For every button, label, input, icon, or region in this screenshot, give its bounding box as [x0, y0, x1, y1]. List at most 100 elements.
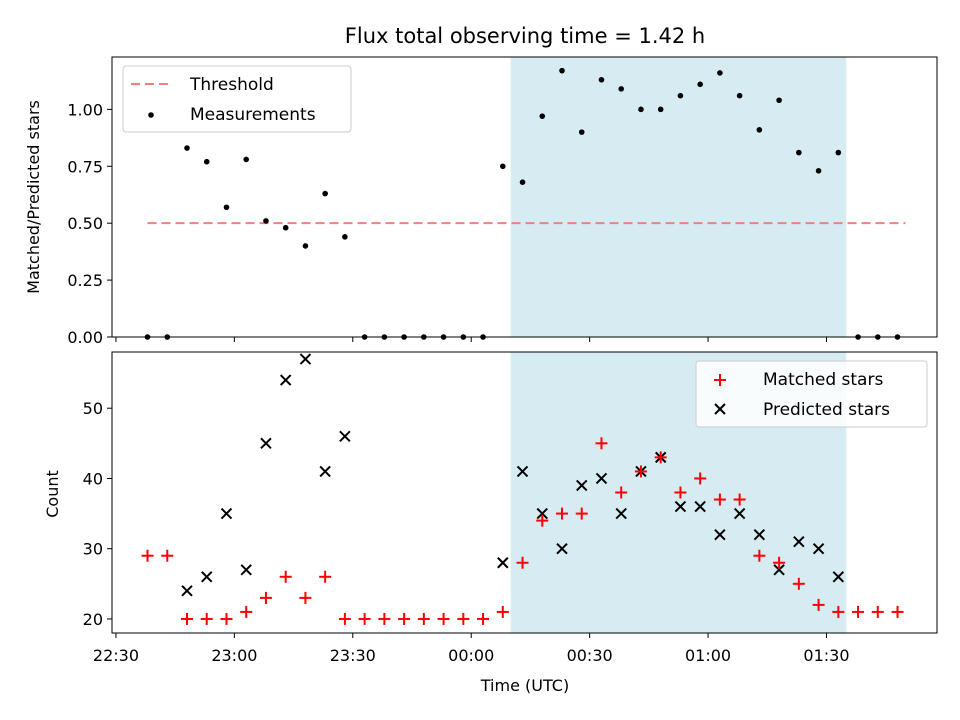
matched-star-point	[634, 465, 647, 478]
matched-star-point	[595, 437, 608, 450]
measurements-legend-marker	[148, 112, 154, 118]
measurement-point	[736, 92, 743, 99]
matched-star-point	[319, 570, 332, 583]
x-tick-label: 22:30	[93, 646, 139, 665]
measurement-point	[657, 106, 664, 113]
x-tick-label: 00:00	[448, 646, 494, 665]
measurement-point	[578, 129, 585, 135]
matched-star-point	[299, 591, 312, 604]
ratio-x-ticks	[115, 337, 827, 342]
measurement-point	[263, 218, 269, 224]
measurement-point	[776, 97, 782, 104]
ratio-panel: 0.00 0.25 0.50 0.75 1.00 Matched/Predicted s…	[24, 56, 938, 347]
matched-star-point	[259, 591, 272, 604]
count-y-tick-label: 50	[83, 399, 103, 418]
x-tick-label: 23:30	[330, 646, 376, 665]
predicted-star-point	[615, 507, 627, 520]
matched-star-point	[615, 486, 628, 499]
measurement-point	[618, 86, 625, 92]
matched-star-point	[457, 612, 470, 625]
ratio-y-tick-label: 0.25	[67, 271, 103, 290]
predicted-star-point	[536, 507, 548, 520]
matched-star-point	[871, 605, 884, 618]
matched-star-point	[200, 612, 213, 625]
predicted-star-point	[812, 542, 825, 555]
measurement-point	[717, 70, 723, 76]
predicted-legend-marker	[714, 403, 726, 415]
measurement-point	[756, 127, 763, 133]
count-y-tick-label: 30	[83, 540, 103, 559]
ratio-y-tick-label: 0.50	[67, 214, 103, 233]
matched-star-point	[417, 612, 430, 625]
x-tick-label: 01:30	[803, 646, 849, 665]
measurement-point	[302, 243, 309, 249]
ratio-axes-frame	[111, 56, 938, 338]
matched-star-point	[378, 612, 391, 625]
measurement-point	[796, 149, 802, 156]
measurement-point	[322, 190, 328, 197]
predicted-star-point	[714, 528, 726, 541]
measurement-point	[499, 163, 506, 170]
x-tick-label: 00:30	[567, 646, 613, 665]
count-legend: Matched stars Predicted stars	[695, 360, 928, 428]
matched-star-point	[437, 612, 450, 625]
count-x-ticks: 22:30 23:00 23:30 00:00 00:30 01:00 01:30	[93, 633, 850, 665]
ratio-y-tick-label: 0.00	[67, 328, 103, 347]
measurement-point	[815, 168, 822, 174]
predicted-star-point	[595, 472, 608, 485]
matched-star-point	[398, 612, 411, 625]
measurement-point	[559, 67, 565, 74]
matched-star-point	[556, 507, 568, 520]
ratio-legend: Threshold Measurements	[122, 65, 352, 133]
matched-star-point	[141, 549, 154, 562]
x-tick-label: 01:00	[685, 646, 731, 665]
measurement-points	[144, 67, 901, 340]
measurement-point	[282, 224, 289, 231]
measurement-point	[835, 149, 842, 156]
ratio-y-tick-label: 1.00	[67, 100, 103, 119]
observing-window-shade	[510, 57, 847, 337]
matched-star-point	[654, 451, 667, 464]
measurement-point	[342, 234, 348, 240]
matched-star-point	[516, 556, 529, 569]
matched-legend-label: Matched stars	[763, 370, 883, 390]
predicted-star-point	[733, 507, 746, 520]
matched-star-point	[496, 605, 509, 618]
count-legend-box	[695, 360, 928, 428]
predicted-star-point	[319, 465, 331, 478]
matched-star-point	[279, 570, 292, 583]
predicted-star-point	[279, 374, 292, 386]
predicted-star-point	[497, 557, 509, 569]
predicted-star-point	[516, 465, 529, 478]
measurement-point	[697, 81, 703, 88]
threshold-legend-label: Threshold	[189, 75, 274, 95]
matched-star-point	[181, 612, 193, 625]
matched-star-point	[713, 493, 726, 506]
measurements-legend-label: Measurements	[190, 105, 316, 125]
matched-star-point	[674, 486, 687, 499]
predicted-star-point	[181, 585, 193, 597]
count-y-tick-label: 20	[83, 610, 103, 629]
predicted-star-point	[240, 564, 252, 576]
matched-star-point	[773, 556, 786, 569]
predicted-star-point	[339, 430, 351, 443]
matched-star-point	[575, 507, 588, 520]
count-y-ticks: 20 30 40 50	[83, 399, 112, 629]
predicted-star-point	[694, 500, 706, 513]
count-y-tick-label: 40	[83, 469, 103, 488]
predicted-star-point	[576, 479, 588, 492]
predicted-star-point	[220, 507, 233, 520]
predicted-legend-label: Predicted stars	[763, 400, 890, 420]
matched-star-point	[477, 612, 490, 625]
matched-star-point	[358, 612, 371, 625]
matched-star-point	[753, 549, 766, 562]
matched-star-point	[792, 577, 805, 590]
measurement-point	[598, 76, 605, 83]
ratio-legend-box	[122, 65, 352, 133]
matched-star-point	[536, 514, 549, 527]
predicted-star-point	[793, 535, 805, 548]
matched-legend-marker	[714, 374, 726, 386]
x-axis-label: Time (UTC)	[480, 676, 569, 695]
chart-title: Flux total observing time = 1.42 h	[345, 24, 705, 48]
